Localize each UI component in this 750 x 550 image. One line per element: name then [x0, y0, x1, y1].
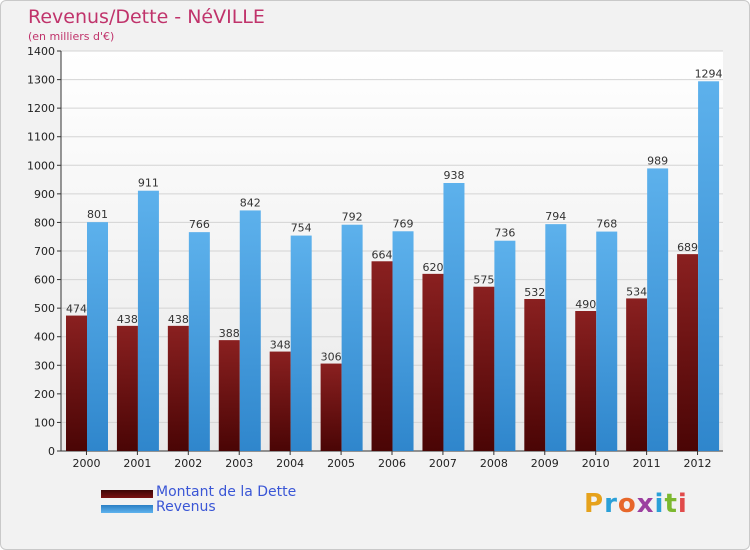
bar-revenus — [137, 190, 159, 451]
data-label-revenus: 1294 — [695, 67, 723, 80]
data-label-revenus: 989 — [647, 154, 668, 167]
data-label-dette: 620 — [422, 261, 443, 274]
bar-dette — [66, 315, 87, 451]
bar-revenus — [494, 240, 516, 451]
x-tick-label: 2008 — [480, 457, 508, 470]
data-label-revenus: 736 — [494, 227, 515, 240]
data-label-dette: 388 — [219, 327, 240, 340]
proxiti-logo: Proxiti — [584, 489, 688, 519]
y-tick-label: 1000 — [27, 159, 55, 172]
y-tick-label: 600 — [34, 274, 55, 287]
data-label-revenus: 842 — [240, 196, 261, 209]
chart-subtitle: (en milliers d'€) — [28, 30, 115, 43]
x-tick-label: 2011 — [633, 457, 661, 470]
bar-revenus — [443, 183, 465, 451]
y-tick-label: 500 — [34, 302, 55, 315]
y-tick-label: 700 — [34, 245, 55, 258]
logo-letter: o — [617, 489, 637, 519]
y-tick-label: 1300 — [27, 74, 55, 87]
x-tick-label: 2002 — [174, 457, 202, 470]
data-label-revenus: 801 — [87, 208, 108, 221]
bar-dette — [575, 311, 597, 451]
data-label-dette: 532 — [524, 286, 545, 299]
data-label-dette: 490 — [575, 298, 596, 311]
logo-letter: x — [636, 489, 655, 519]
chart-title: Revenus/Dette - NéVILLE — [28, 6, 265, 28]
bar-dette — [269, 351, 291, 451]
data-label-revenus: 938 — [443, 169, 464, 182]
data-label-revenus: 768 — [596, 218, 617, 231]
y-tick-label: 100 — [34, 416, 55, 429]
bar-dette — [167, 325, 189, 451]
x-tick-label: 2007 — [429, 457, 457, 470]
bar-revenus — [596, 231, 618, 451]
bar-revenus — [341, 224, 363, 451]
data-label-revenus: 754 — [291, 222, 312, 235]
legend-swatch-dette — [101, 490, 153, 498]
bar-dette — [524, 299, 546, 451]
bar-dette — [320, 363, 342, 451]
bar-revenus — [545, 224, 567, 451]
legend-label-dette: Montant de la Dette — [156, 484, 297, 500]
bar-dette — [677, 254, 699, 451]
data-label-dette: 438 — [117, 313, 138, 326]
y-tick-label: 800 — [34, 216, 55, 229]
data-label-dette: 474 — [66, 303, 87, 316]
bar-dette — [116, 325, 138, 451]
legend-swatch-revenus — [101, 505, 153, 513]
x-tick-label: 2012 — [684, 457, 712, 470]
data-label-revenus: 794 — [545, 210, 566, 223]
y-tick-label: 300 — [34, 359, 55, 372]
y-tick-label: 900 — [34, 188, 55, 201]
legend-label-revenus: Revenus — [156, 499, 216, 515]
bar-revenus — [239, 210, 261, 451]
x-tick-label: 2005 — [327, 457, 355, 470]
y-tick-label: 1100 — [27, 131, 55, 144]
bar-dette — [473, 286, 495, 451]
data-label-dette: 348 — [270, 339, 291, 352]
x-tick-label: 2001 — [123, 457, 151, 470]
bar-revenus — [290, 235, 312, 451]
y-tick-label: 1200 — [27, 102, 55, 115]
bar-revenus — [647, 168, 669, 451]
data-label-dette: 306 — [321, 351, 342, 364]
data-label-revenus: 766 — [189, 218, 210, 231]
bar-revenus — [392, 231, 414, 451]
data-label-revenus: 792 — [342, 211, 363, 224]
data-label-dette: 689 — [677, 241, 698, 254]
y-tick-label: 200 — [34, 388, 55, 401]
x-tick-label: 2004 — [276, 457, 304, 470]
x-tick-label: 2006 — [378, 457, 406, 470]
bar-dette — [218, 340, 240, 451]
x-tick-label: 2010 — [582, 457, 610, 470]
data-label-revenus: 769 — [393, 217, 414, 230]
y-tick-label: 0 — [48, 445, 55, 458]
x-tick-label: 2000 — [72, 457, 100, 470]
bar-revenus — [698, 81, 720, 452]
logo-letter: i — [654, 489, 665, 519]
data-label-dette: 664 — [372, 248, 393, 261]
x-tick-label: 2003 — [225, 457, 253, 470]
logo-letter: P — [584, 489, 605, 519]
data-label-dette: 534 — [626, 285, 647, 298]
data-label-dette: 438 — [168, 313, 189, 326]
bar-dette — [371, 261, 393, 451]
data-label-dette: 575 — [473, 274, 494, 287]
data-label-revenus: 911 — [138, 177, 159, 190]
logo-letter: r — [604, 489, 618, 519]
logo-letter: t — [664, 489, 678, 519]
y-tick-label: 1400 — [27, 45, 55, 58]
bar-dette — [626, 298, 648, 451]
bar-revenus — [188, 232, 210, 451]
logo-letter: i — [677, 489, 688, 519]
x-tick-label: 2009 — [531, 457, 559, 470]
bar-dette — [422, 273, 444, 451]
bar-revenus — [87, 222, 108, 451]
y-tick-label: 400 — [34, 331, 55, 344]
